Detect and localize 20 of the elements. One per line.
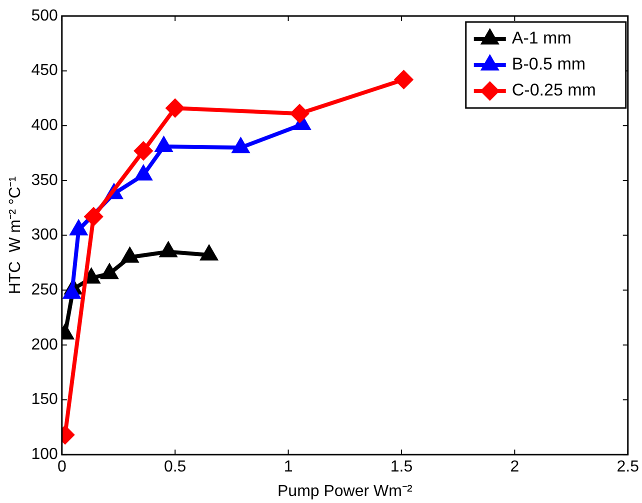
y-tick-label: 150 <box>31 391 58 408</box>
x-axis-title: Pump Power Wm⁻² <box>277 482 413 500</box>
y-tick-label: 400 <box>31 117 58 134</box>
y-tick-label: 100 <box>31 446 58 464</box>
x-tick-label: 1 <box>284 458 293 476</box>
y-tick-label: 500 <box>31 7 58 24</box>
legend-label: A-1 mm <box>512 28 572 48</box>
y-tick-label: 450 <box>31 62 58 80</box>
legend-label: B-0.5 mm <box>512 54 586 74</box>
y-tick-label: 250 <box>31 282 58 299</box>
x-tick-label: 2.5 <box>616 458 640 476</box>
x-tick-label: 0.5 <box>164 458 186 476</box>
y-tick-label: 350 <box>31 172 58 189</box>
x-tick-label: 1.5 <box>390 458 413 476</box>
y-tick-label: 200 <box>31 336 58 354</box>
x-tick-label: 2 <box>510 458 520 476</box>
x-tick-label: 0 <box>57 458 66 476</box>
legend-label: C-0.25 mm <box>512 80 596 100</box>
y-axis-title: HTC W m⁻² °C⁻¹ <box>7 176 24 294</box>
y-tick-label: 300 <box>31 226 58 244</box>
